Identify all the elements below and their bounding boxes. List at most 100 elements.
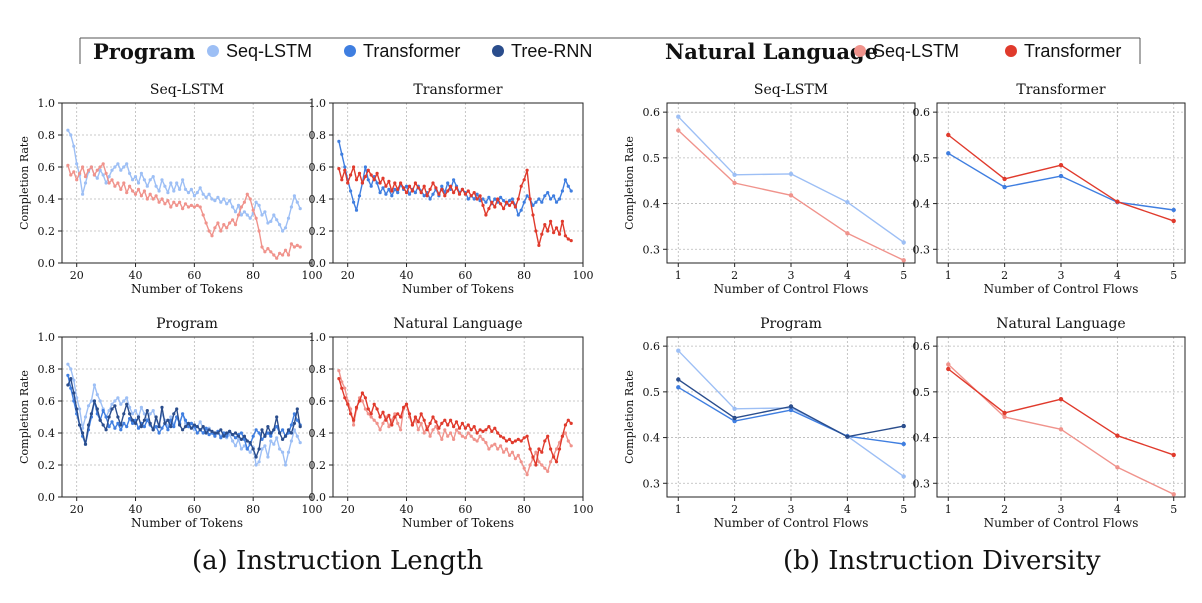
data-point: [66, 128, 70, 132]
data-point: [540, 463, 544, 467]
data-point: [531, 455, 535, 459]
data-point: [369, 173, 373, 177]
data-point: [125, 402, 129, 406]
data-point: [133, 421, 138, 425]
data-point: [396, 421, 400, 425]
data-point: [454, 186, 459, 190]
data-point: [222, 434, 226, 438]
data-point: [499, 195, 503, 199]
data-point: [295, 434, 299, 438]
data-point: [537, 447, 541, 451]
y-tick-label: 0.6: [643, 340, 661, 353]
data-point: [222, 197, 226, 201]
data-point: [396, 191, 400, 195]
data-point: [845, 231, 850, 236]
data-point: [469, 194, 473, 198]
data-point: [478, 428, 482, 432]
data-point: [139, 405, 143, 409]
data-point: [169, 425, 173, 429]
data-point: [201, 192, 205, 196]
x-tick-label: 40: [400, 269, 414, 282]
data-point: [160, 197, 164, 201]
data-point: [98, 418, 102, 422]
caption-instruction-length: (a) Instruction Length: [192, 546, 484, 576]
data-point: [372, 178, 376, 182]
x-axis-label: Number of Tokens: [402, 282, 514, 296]
series-line: [67, 129, 301, 232]
data-point: [378, 428, 382, 432]
data-point: [295, 200, 299, 204]
data-point: [122, 181, 126, 185]
data-point: [178, 423, 182, 427]
x-tick-label: 4: [844, 503, 851, 516]
data-point: [131, 189, 135, 193]
data-point: [1115, 465, 1120, 470]
chart-panel: 1 2 3 4 5 0.3 0.4 0.5 0.6 Natural Language Number …: [913, 316, 1186, 530]
data-point: [546, 229, 550, 233]
data-point: [295, 407, 299, 411]
data-point: [275, 415, 279, 419]
data-point: [142, 189, 146, 193]
data-point: [219, 200, 223, 204]
data-point: [525, 168, 529, 172]
data-point: [563, 423, 568, 427]
x-tick-label: 20: [341, 269, 355, 282]
x-tick-label: 100: [302, 503, 323, 516]
x-tick-label: 3: [1058, 269, 1065, 282]
data-point: [557, 197, 562, 201]
data-point: [219, 428, 223, 432]
panel-title: Seq-LSTM: [754, 82, 828, 98]
data-point: [369, 415, 373, 419]
data-point: [119, 187, 123, 191]
data-point: [901, 441, 906, 447]
data-point: [413, 181, 417, 185]
data-point: [275, 218, 279, 222]
data-point: [1002, 410, 1007, 416]
data-point: [446, 181, 450, 185]
y-tick-label: 0.4: [913, 198, 931, 211]
data-point: [213, 431, 217, 435]
data-point: [354, 208, 359, 212]
data-point: [502, 207, 506, 211]
data-point: [519, 460, 523, 464]
data-point: [75, 396, 79, 400]
data-point: [72, 391, 76, 395]
data-point: [92, 399, 96, 403]
data-point: [357, 194, 362, 198]
data-point: [845, 434, 850, 439]
data-point: [113, 399, 117, 403]
data-point: [286, 253, 291, 257]
data-point: [487, 447, 491, 451]
x-tick-label: 20: [70, 503, 84, 516]
data-point: [236, 437, 241, 441]
data-point: [239, 205, 243, 209]
data-point: [251, 434, 255, 438]
data-point: [113, 404, 117, 408]
data-point: [239, 213, 243, 217]
data-point: [181, 207, 185, 211]
data-point: [569, 189, 573, 193]
data-point: [443, 194, 447, 198]
data-point: [466, 197, 470, 201]
data-point: [210, 197, 214, 201]
y-tick-label: 0.4: [38, 427, 56, 440]
data-point: [390, 423, 394, 427]
data-point: [381, 186, 385, 190]
data-point: [369, 412, 373, 416]
data-point: [104, 181, 108, 185]
x-tick-label: 2: [731, 269, 738, 282]
data-point: [107, 409, 111, 413]
data-point: [428, 187, 432, 191]
chart-panel: 1 2 3 4 5 0.3 0.4 0.5 0.6 Transformer Number of Co…: [913, 82, 1186, 296]
legend-entry-nl-transformer: Transformer: [1005, 41, 1121, 61]
data-point: [181, 178, 185, 182]
data-point: [254, 216, 258, 220]
data-point: [531, 203, 535, 207]
data-point: [233, 444, 238, 448]
data-point: [354, 178, 359, 182]
data-point: [269, 250, 273, 254]
data-point: [119, 428, 123, 432]
legend-marker: [854, 45, 866, 57]
data-point: [78, 171, 82, 175]
x-tick-label: 4: [844, 269, 851, 282]
